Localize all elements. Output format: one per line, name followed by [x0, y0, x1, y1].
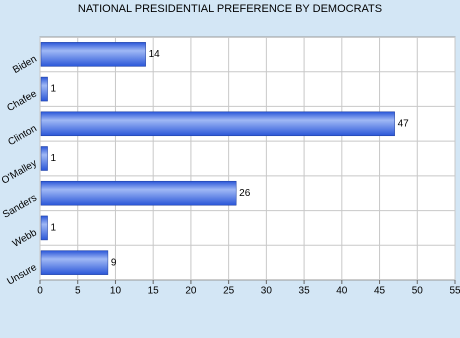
x-tick-label: 55 — [449, 286, 460, 297]
value-label: 47 — [398, 118, 410, 129]
x-tick-label: 0 — [37, 286, 43, 297]
bar — [40, 42, 146, 67]
x-tick-label: 30 — [261, 286, 273, 297]
x-tick-label: 10 — [110, 286, 122, 297]
bar — [40, 215, 48, 241]
value-label: 1 — [51, 223, 57, 234]
value-label: 1 — [51, 84, 57, 95]
value-label: 14 — [149, 49, 161, 60]
chart-title: NATIONAL PRESIDENTIAL PREFERENCE BY DEMO… — [78, 3, 382, 15]
value-label: 9 — [111, 257, 117, 268]
x-tick-label: 40 — [336, 286, 348, 297]
x-tick-label: 35 — [299, 286, 311, 297]
x-tick-label: 5 — [75, 286, 81, 297]
bar — [40, 180, 237, 206]
bar — [40, 146, 48, 171]
bar — [40, 111, 395, 137]
value-label: 26 — [239, 188, 251, 199]
bar — [40, 76, 48, 102]
x-tick-label: 45 — [374, 286, 386, 297]
x-tick-label: 20 — [185, 286, 197, 297]
plot-area — [39, 36, 456, 281]
x-tick-label: 15 — [148, 286, 160, 297]
bar — [40, 250, 109, 275]
value-label: 1 — [51, 153, 57, 164]
x-tick-label: 25 — [223, 286, 235, 297]
x-tick-label: 50 — [412, 286, 424, 297]
